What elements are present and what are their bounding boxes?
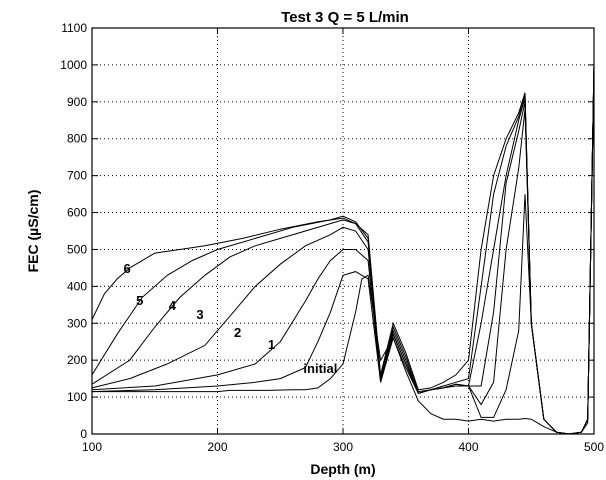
y-axis-label: FEC (µS/cm) [25,190,41,273]
y-tick-label: 0 [80,427,87,441]
y-tick-label: 700 [67,169,87,183]
x-tick-label: 500 [584,440,604,454]
curve-label-initial: initial [303,361,337,376]
curve-label-3: 3 [196,307,203,322]
curve-label-6: 6 [124,261,131,276]
y-tick-label: 800 [67,132,87,146]
y-tick-label: 600 [67,206,87,220]
x-axis-label: Depth (m) [310,461,375,477]
x-tick-label: 200 [207,440,227,454]
y-tick-label: 200 [67,353,87,367]
x-tick-label: 100 [82,440,102,454]
grid-lines [92,28,594,434]
curve-label-4: 4 [169,298,177,313]
y-tick-label: 100 [67,390,87,404]
x-tick-label: 400 [458,440,478,454]
y-tick-label: 300 [67,316,87,330]
curve-label-1: 1 [268,337,275,352]
curve-labels: initial 1 2 3 4 5 6 [124,261,338,376]
curve-label-2: 2 [234,325,241,340]
y-tick-label: 900 [67,95,87,109]
y-tick-label: 1000 [60,58,87,72]
y-tick-label: 500 [67,242,87,256]
curve-label-5: 5 [136,293,143,308]
x-tick-label: 300 [333,440,353,454]
y-tick-label: 1100 [61,21,87,35]
chart-title: Test 3 Q = 5 L/min [281,9,409,26]
y-tick-label: 400 [67,279,87,293]
